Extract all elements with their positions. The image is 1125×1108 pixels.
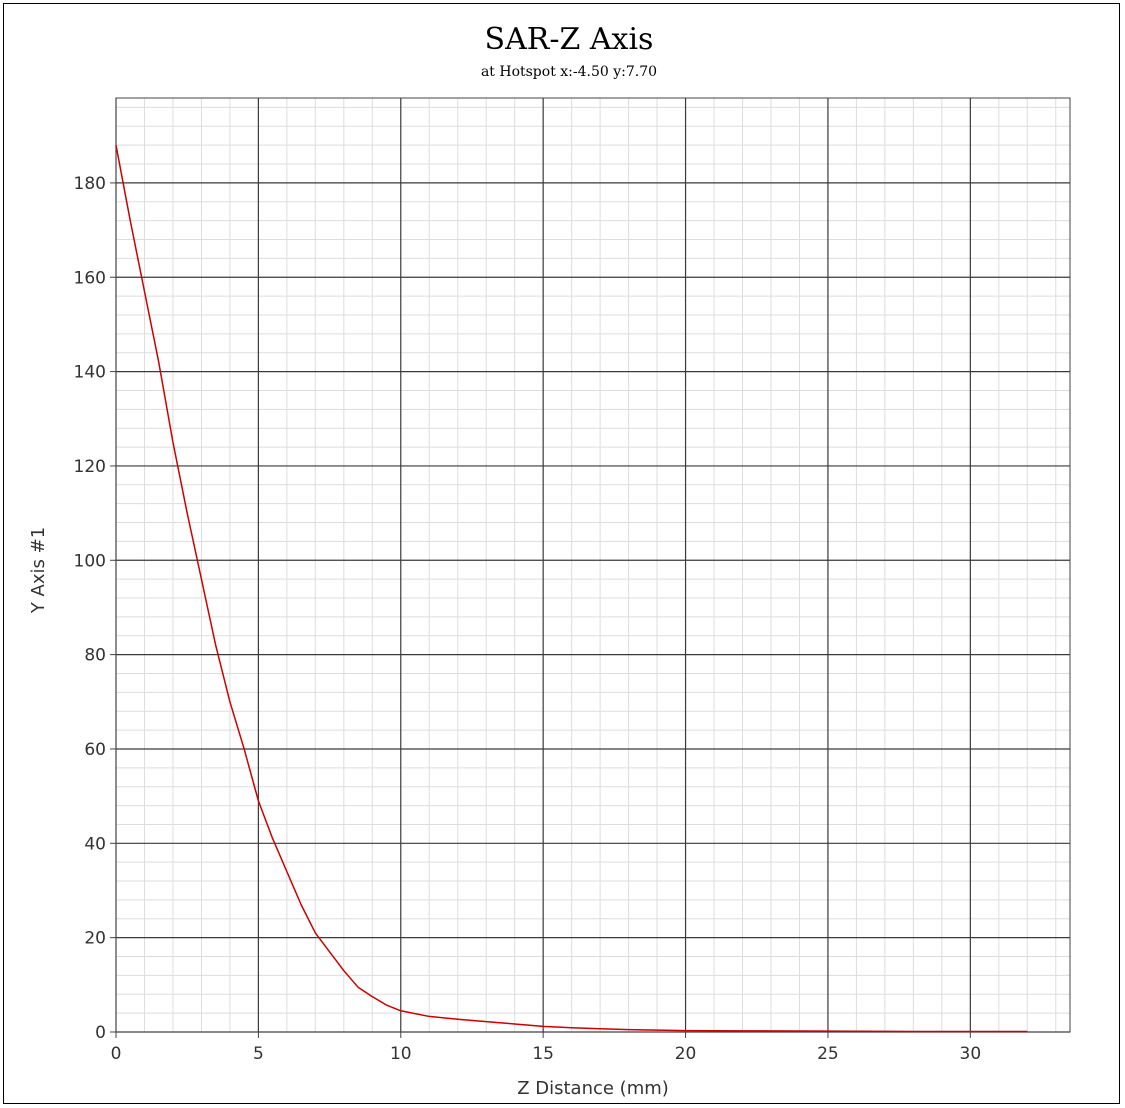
x-tick-label: 10 — [390, 1044, 412, 1064]
y-axis-label: Y Axis #1 — [28, 527, 49, 614]
y-tick-label: 180 — [74, 174, 106, 194]
y-tick-label: 120 — [74, 457, 106, 477]
y-tick-label: 60 — [84, 740, 106, 760]
x-axis-label: Z Distance (mm) — [517, 1078, 669, 1099]
x-tick-label: 15 — [532, 1044, 554, 1064]
x-tick-label: 30 — [960, 1044, 982, 1064]
y-tick-label: 40 — [84, 834, 106, 854]
y-tick-label: 80 — [84, 646, 106, 666]
chart-subtitle: at Hotspot x:-4.50 y:7.70 — [481, 64, 657, 80]
series-line — [115, 145, 1028, 1033]
y-tick-label: 140 — [74, 363, 106, 383]
x-tick-label: 0 — [111, 1044, 122, 1064]
y-tick-label: 100 — [74, 551, 106, 571]
series-group — [115, 145, 1028, 1033]
y-tick-label: 20 — [84, 929, 106, 949]
chart-title: SAR-Z Axis — [485, 22, 654, 57]
x-tick-label: 5 — [253, 1044, 264, 1064]
sar-z-chart: 0 5 10 15 20 25 30 0 20 40 60 80 100 120 140 160 180 SA… — [28, 22, 1071, 1099]
x-tick-labels: 0 5 10 15 20 25 30 — [111, 1032, 982, 1064]
y-tick-labels: 0 20 40 60 80 100 120 140 160 180 — [74, 174, 116, 1043]
plot-area — [116, 98, 1070, 1032]
y-tick-label: 160 — [74, 268, 106, 288]
plot-background — [116, 98, 1070, 1032]
plot-border — [115, 97, 1071, 1033]
x-tick-label: 25 — [817, 1044, 839, 1064]
chart-frame: 0 5 10 15 20 25 30 0 20 40 60 80 100 120 140 160 180 SA… — [3, 3, 1120, 1104]
minor-grid — [116, 98, 1070, 1032]
x-tick-label: 20 — [675, 1044, 697, 1064]
y-tick-label: 0 — [95, 1023, 106, 1043]
